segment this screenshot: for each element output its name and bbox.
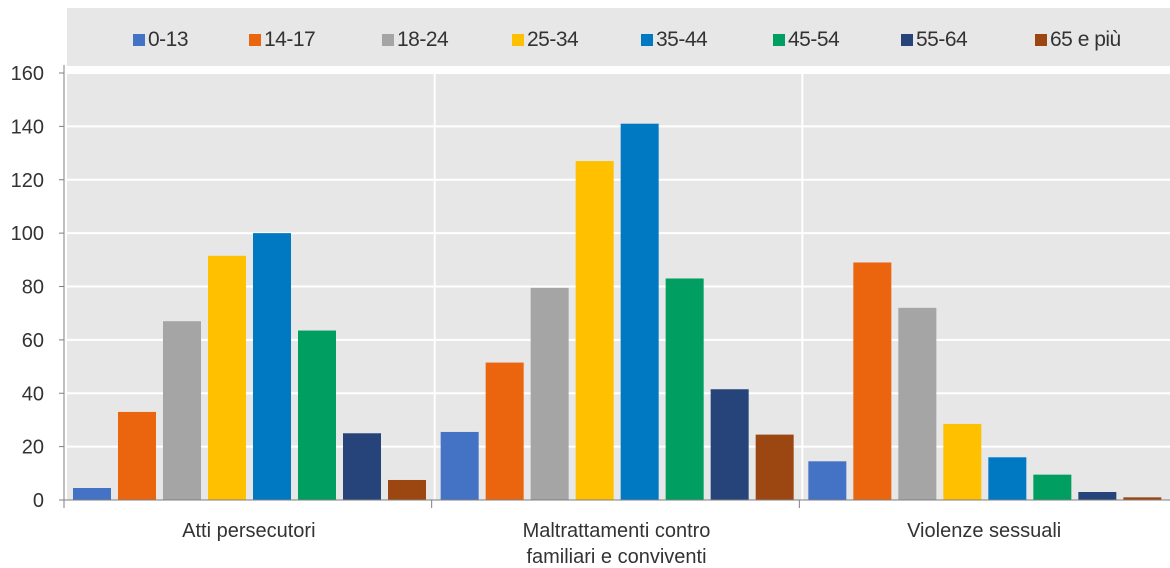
bar-18-24-cat2 bbox=[898, 307, 937, 500]
bar-55-64-cat0 bbox=[343, 433, 381, 500]
legend-swatch bbox=[1035, 34, 1047, 46]
bar-0-13-cat1 bbox=[440, 431, 479, 500]
axes: 0 20 40 60 80 100 120 140 160 Atti persecutori Mal… bbox=[11, 63, 1170, 568]
bar-25-34-cat1 bbox=[575, 161, 614, 500]
legend-label: 14-17 bbox=[264, 28, 316, 51]
bar-0-13-cat0 bbox=[73, 487, 111, 500]
legend-swatch bbox=[901, 34, 913, 46]
bar-55-64-cat2 bbox=[1078, 491, 1117, 500]
bar-35-44-cat0 bbox=[253, 233, 291, 500]
legend-swatch bbox=[382, 34, 394, 46]
bar-18-24-cat0 bbox=[163, 321, 201, 500]
legend-item: 35-44 bbox=[641, 28, 708, 52]
legend-swatch bbox=[641, 34, 653, 46]
y-tick-label: 160 bbox=[11, 63, 44, 85]
y-tick-label: 60 bbox=[22, 330, 44, 352]
bar-65-e-più-cat2 bbox=[1123, 497, 1162, 500]
y-tick-label: 120 bbox=[11, 170, 44, 192]
x-tick-label: Atti persecutori bbox=[182, 520, 315, 542]
bar-45-54-cat2 bbox=[1033, 474, 1072, 500]
gridlines bbox=[67, 72, 1170, 500]
y-tick-label: 140 bbox=[11, 116, 44, 138]
legend-swatch bbox=[133, 34, 145, 46]
bars bbox=[73, 123, 1162, 501]
bar-0-13-cat2 bbox=[808, 461, 847, 500]
legend-label: 0-13 bbox=[148, 28, 189, 51]
bar-14-17-cat0 bbox=[118, 411, 156, 500]
legend-item: 0-13 bbox=[133, 28, 189, 52]
bar-65-e-più-cat1 bbox=[755, 434, 794, 500]
bar-18-24-cat1 bbox=[530, 287, 569, 500]
legend-label: 35-44 bbox=[656, 28, 708, 51]
legend-label: 45-54 bbox=[788, 28, 840, 51]
bar-35-44-cat1 bbox=[620, 123, 659, 501]
legend-item: 65 e più bbox=[1035, 28, 1121, 52]
y-tick-label: 40 bbox=[22, 383, 44, 405]
y-tick-label: 20 bbox=[22, 437, 44, 459]
legend-item: 45-54 bbox=[773, 28, 840, 52]
legend-label: 65 e più bbox=[1050, 28, 1121, 51]
bar-14-17-cat2 bbox=[853, 262, 892, 500]
legend: 0-13 14-17 18-24 25-34 35-44 45-54 55-64 65 e p… bbox=[67, 8, 1170, 66]
x-tick-label: familiari e conviventi bbox=[526, 546, 706, 568]
legend-swatch bbox=[249, 34, 261, 46]
y-tick-label: 100 bbox=[11, 223, 44, 245]
legend-swatch bbox=[512, 34, 524, 46]
bar-35-44-cat2 bbox=[988, 457, 1027, 500]
legend-label: 55-64 bbox=[916, 28, 968, 51]
bar-45-54-cat0 bbox=[298, 330, 336, 500]
x-tick-label: Violenze sessuali bbox=[907, 520, 1061, 542]
legend-swatch bbox=[773, 34, 785, 46]
legend-item: 18-24 bbox=[382, 28, 449, 52]
y-tick-label: 0 bbox=[33, 490, 44, 512]
bar-25-34-cat2 bbox=[943, 423, 982, 500]
legend-item: 55-64 bbox=[901, 28, 968, 52]
x-tick-label: Maltrattamenti contro bbox=[523, 520, 711, 542]
bar-25-34-cat0 bbox=[208, 255, 246, 500]
y-tick-label: 80 bbox=[22, 277, 44, 299]
legend-label: 18-24 bbox=[397, 28, 449, 51]
bar-14-17-cat1 bbox=[485, 362, 524, 500]
bar-45-54-cat1 bbox=[665, 278, 704, 500]
bar-65-e-più-cat0 bbox=[388, 479, 426, 500]
bar-55-64-cat1 bbox=[710, 389, 749, 500]
legend-label: 25-34 bbox=[527, 28, 579, 51]
legend-item: 14-17 bbox=[249, 28, 316, 52]
legend-item: 25-34 bbox=[512, 28, 579, 52]
